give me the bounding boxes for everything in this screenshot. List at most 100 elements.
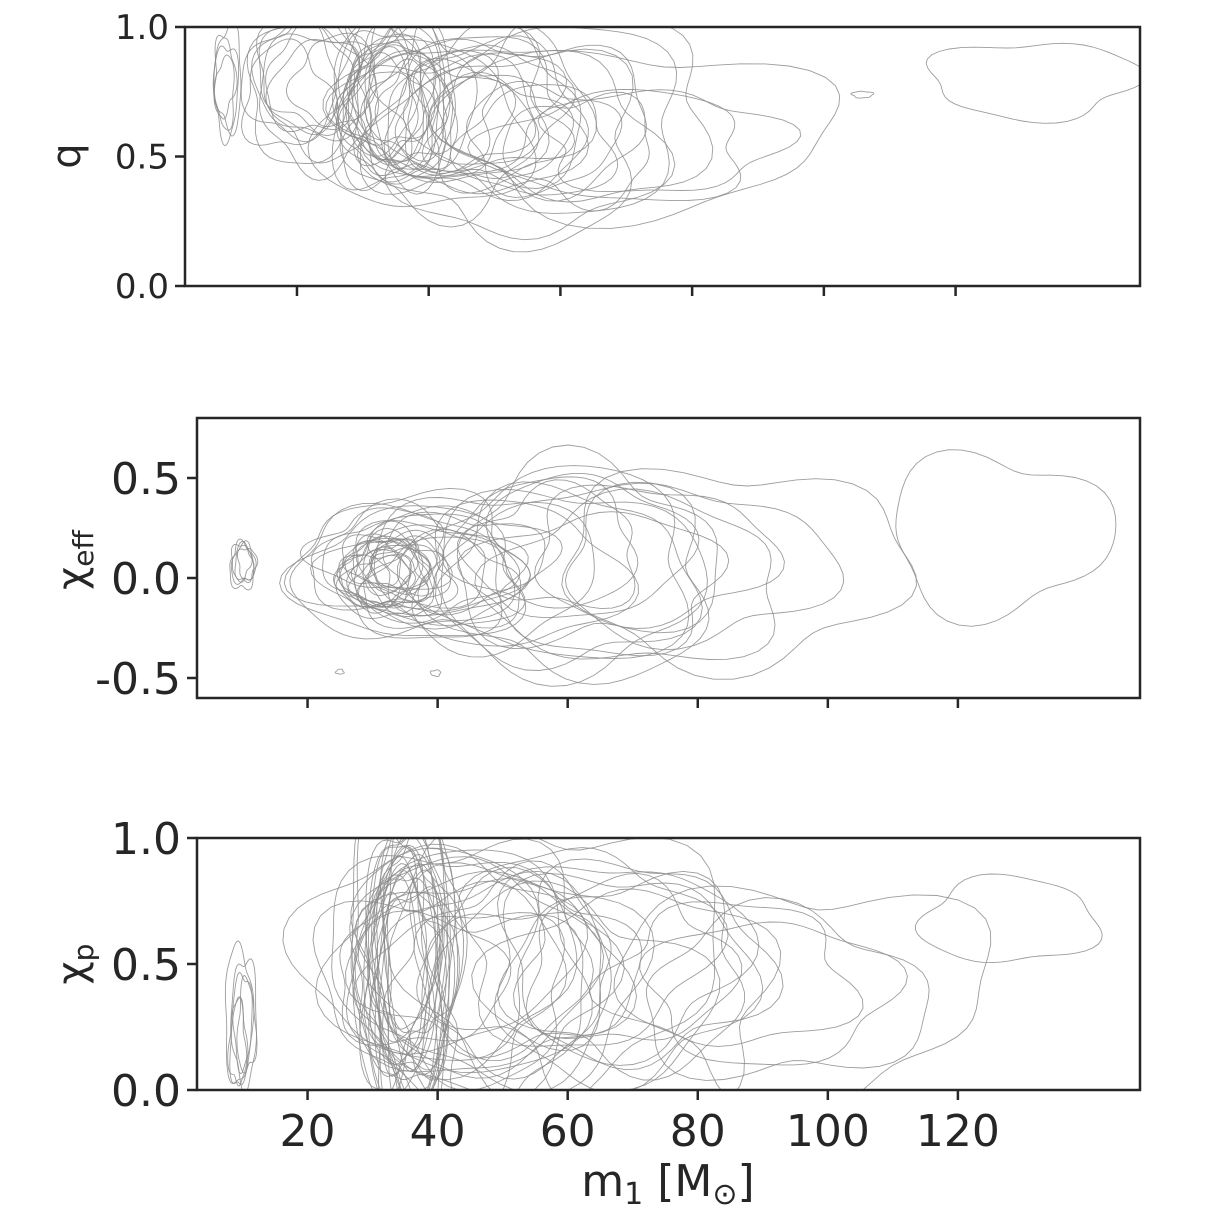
credible-contour [322, 520, 424, 608]
credible-contour [337, 41, 419, 161]
credible-contour [357, 870, 655, 1090]
credible-contour [456, 444, 718, 650]
credible-contour [315, 849, 593, 1074]
credible-contour [485, 472, 700, 618]
x-tick-label: 40 [410, 1106, 466, 1157]
panel-chi-p-contours [224, 838, 1103, 1090]
credible-contour [236, 974, 258, 1074]
credible-contour [493, 872, 764, 1090]
credible-contour [363, 838, 451, 1090]
credible-contour [895, 449, 1117, 627]
credible-contour [382, 511, 546, 616]
credible-contour [497, 866, 760, 1066]
credible-contour [588, 901, 864, 1047]
credible-contour [915, 873, 1103, 964]
credible-contour [345, 838, 594, 1062]
credible-contour [289, 502, 516, 640]
credible-contour [212, 45, 240, 147]
panel-q-contours [212, 27, 1140, 253]
credible-contour [345, 910, 584, 1090]
x-tick-label: 60 [540, 1106, 596, 1157]
credible-contour [322, 27, 550, 183]
credible-contour [429, 49, 841, 229]
credible-contour [282, 847, 540, 1061]
credible-contour [279, 505, 527, 637]
credible-contour [534, 484, 785, 629]
credible-contour [230, 958, 257, 1090]
credible-contour [265, 27, 355, 133]
credible-contour [383, 35, 589, 201]
credible-contour [213, 34, 238, 120]
panel-chi-eff-frame [195, 416, 1142, 700]
credible-contour [397, 465, 690, 659]
credible-contour [457, 847, 729, 1047]
credible-contour [427, 867, 643, 1059]
msun-subscript: ⊙ [712, 1177, 737, 1212]
credible-contour [613, 885, 992, 1090]
credible-contour [236, 547, 259, 584]
credible-contour [441, 44, 647, 202]
credible-contour [256, 27, 361, 135]
panel-chi-eff-contours [229, 444, 1117, 687]
credible-contour [440, 489, 708, 687]
credible-contour [299, 507, 453, 590]
panel-chi-p-ticks: 20 40 60 80 100 120 0.0 0.5 1.0 [111, 814, 1000, 1157]
x-tick-label: 120 [916, 1106, 1000, 1157]
credible-contour [434, 880, 721, 1090]
credible-contour [429, 669, 442, 678]
credible-contour [561, 468, 917, 680]
credible-contour [497, 870, 745, 1081]
x-axis-label: m1 [M⊙] [581, 1156, 754, 1212]
credible-contour [457, 511, 730, 657]
credible-contour [334, 668, 345, 675]
credible-contour [363, 528, 522, 629]
credible-contour [373, 497, 595, 658]
chi-p-subscript: p [67, 944, 100, 962]
credible-contour [417, 482, 710, 685]
credible-contour [349, 856, 605, 1073]
credible-contour [230, 544, 253, 583]
credible-contour [428, 27, 714, 203]
credible-contour [357, 48, 634, 253]
credible-contour [224, 940, 255, 1084]
credible-contour [434, 481, 703, 671]
credible-contour [413, 860, 612, 1052]
panel-chi-p: 20 40 60 80 100 120 0.0 0.5 1.0 χp m1 [M⊙] [49, 814, 1142, 1212]
panel-chi-eff: -0.5 0.0 0.5 χeff [49, 416, 1142, 708]
panel-q-ticks: 0.0 0.5 1.0 [115, 8, 957, 307]
y-tick-label: 0.0 [111, 554, 181, 605]
credible-contour [382, 862, 637, 1079]
credible-contour [565, 481, 845, 651]
y-tick-label: 0.0 [115, 267, 169, 307]
credible-contour [449, 84, 618, 196]
credible-contour [467, 88, 742, 202]
credible-contour [339, 891, 512, 1047]
panel-q-frame [183, 25, 1142, 288]
credible-contour [402, 27, 678, 214]
y-tick-label: 1.0 [115, 8, 169, 48]
credible-contour [365, 855, 441, 1077]
y-tick-label: 0.5 [111, 454, 181, 505]
credible-contour [265, 39, 376, 164]
credible-contour [502, 91, 650, 212]
credible-contour [227, 996, 248, 1087]
chi-eff-subscript: eff [67, 529, 100, 566]
credible-contour [645, 897, 930, 1081]
credible-contour [850, 90, 875, 99]
credible-contour [251, 27, 363, 142]
credible-contour [394, 57, 537, 174]
credible-contour [350, 838, 445, 1090]
credible-contour [466, 81, 623, 198]
credible-contour [360, 52, 428, 161]
credible-contour [240, 27, 338, 143]
panel-chi-eff-ylabel: χeff [49, 529, 100, 589]
credible-contour [427, 71, 574, 194]
panel-q-ylabel: q [44, 143, 90, 168]
contour-group [212, 27, 1140, 253]
y-tick-label: 0.5 [111, 940, 181, 991]
y-tick-label: 1.0 [111, 814, 181, 865]
credible-contour [471, 888, 782, 1090]
y-tick-label: -0.5 [95, 654, 181, 705]
contour-group [224, 838, 1103, 1090]
credible-contour [213, 27, 242, 137]
